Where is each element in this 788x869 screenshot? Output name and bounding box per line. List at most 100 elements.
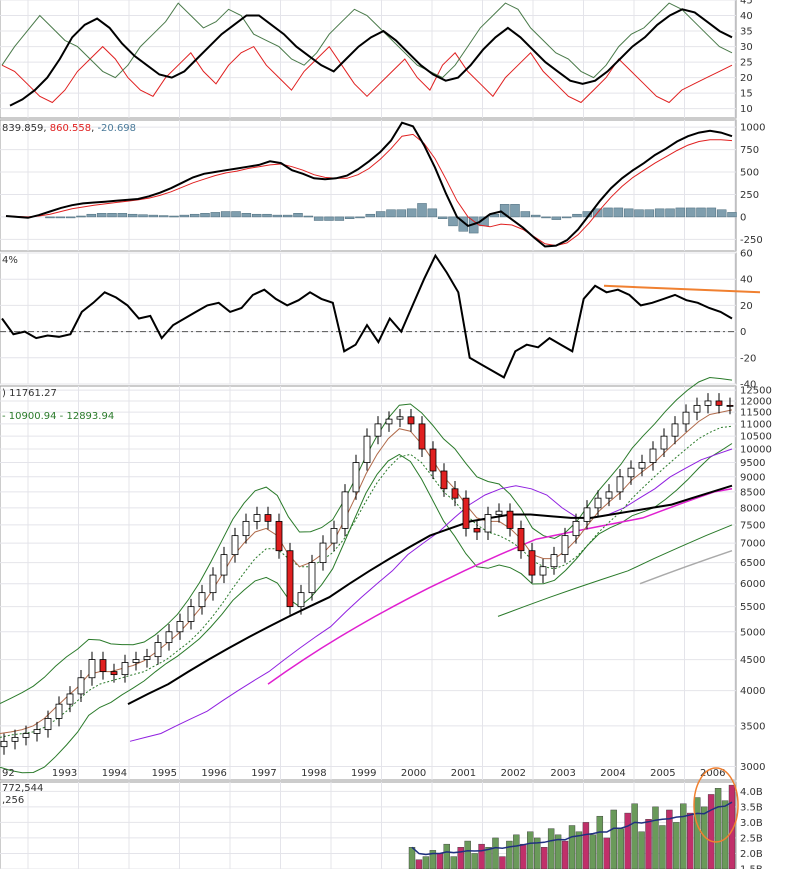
candle-down bbox=[473, 528, 481, 533]
panel-frames bbox=[0, 0, 737, 869]
y-tick-label: 5500 bbox=[740, 602, 765, 613]
ma-purple-line bbox=[129, 448, 733, 742]
candle-down bbox=[528, 550, 536, 576]
trend-gray-line bbox=[639, 549, 733, 585]
y-tick-label: 10 bbox=[740, 104, 753, 115]
y-tick-label: 10500 bbox=[740, 432, 772, 443]
volume-bar bbox=[617, 828, 624, 869]
macd-histogram-bar bbox=[355, 216, 365, 219]
candle-down bbox=[451, 488, 459, 499]
volume-bar bbox=[707, 794, 715, 869]
candle-up bbox=[539, 566, 547, 576]
candle-up bbox=[484, 514, 492, 533]
bollinger-lower-band bbox=[0, 443, 733, 774]
panel-frame bbox=[0, 119, 737, 252]
x-axis-label: 2004 bbox=[600, 768, 625, 779]
candle-up bbox=[176, 621, 184, 633]
candle-up bbox=[341, 491, 349, 529]
y-tick-label: 20 bbox=[740, 301, 753, 312]
volume-bar bbox=[471, 853, 478, 869]
candle-up bbox=[352, 462, 360, 493]
macd-histogram-bar bbox=[365, 213, 376, 218]
macd-histogram-bar bbox=[189, 213, 200, 218]
candle-up bbox=[22, 733, 30, 738]
y-tick-label: -40 bbox=[740, 380, 756, 391]
volume-header: 772,544 bbox=[2, 783, 43, 794]
macd-histogram-bar bbox=[117, 213, 128, 218]
candle-up bbox=[154, 642, 162, 658]
volume-bar bbox=[457, 847, 464, 869]
macd-histogram-bar bbox=[303, 215, 314, 218]
candle-up bbox=[363, 435, 371, 463]
macd-histogram-bar bbox=[551, 216, 562, 220]
macd-histogram-bar bbox=[386, 209, 396, 218]
macd-histogram-bar bbox=[572, 213, 582, 218]
bollinger-header: - 10900.94 - 12893.94 bbox=[2, 411, 114, 422]
y-tick-label: 11000 bbox=[740, 419, 772, 430]
macd-histogram-bar bbox=[499, 204, 510, 218]
y-tick-label: 20 bbox=[740, 73, 753, 84]
candle-up bbox=[572, 520, 580, 537]
volume-bar bbox=[561, 840, 569, 869]
y-tick-label: 250 bbox=[740, 190, 759, 201]
macd-histogram-bar bbox=[272, 214, 283, 218]
axes: 10 15 20 25 30 35 40 45 1000 750 500 250 0 -250 60 40 20… bbox=[2, 0, 772, 869]
ma-magenta-line bbox=[267, 488, 733, 685]
x-axis-label: 2006 bbox=[700, 768, 725, 779]
candle-up bbox=[627, 467, 635, 478]
y-tick-label: 6500 bbox=[740, 558, 765, 569]
volume-bar bbox=[443, 843, 450, 869]
candle-down bbox=[110, 671, 118, 676]
volume-bar bbox=[415, 859, 423, 869]
macd-signal-line bbox=[5, 133, 733, 247]
macd-line bbox=[5, 121, 733, 248]
macd-histogram-bar bbox=[324, 216, 334, 221]
x-axis-label: 1993 bbox=[52, 768, 77, 779]
macd-histogram-bar bbox=[613, 207, 624, 218]
volume-bar bbox=[714, 788, 722, 869]
macd-histogram-bar bbox=[427, 208, 438, 218]
volume-bar bbox=[610, 809, 617, 869]
volume-bar bbox=[575, 831, 583, 869]
candle-up bbox=[209, 574, 217, 594]
y-tick-label: 60 bbox=[740, 249, 753, 260]
y-tick-label: 4.0B bbox=[740, 787, 763, 798]
volume-bar bbox=[652, 806, 659, 869]
candle-down bbox=[506, 510, 514, 529]
candle-up bbox=[583, 507, 591, 522]
volume-bar bbox=[568, 825, 576, 869]
macd-histogram-bar bbox=[634, 209, 644, 218]
macd-histogram-bar bbox=[665, 208, 675, 218]
macd-histogram-bar bbox=[169, 215, 179, 218]
y-tick-label: 750 bbox=[740, 145, 759, 156]
y-tick-label: 12500 bbox=[740, 386, 772, 397]
macd-histogram-bar bbox=[541, 216, 551, 219]
volume-average-line bbox=[411, 801, 733, 856]
macd-histogram-bar bbox=[334, 216, 345, 221]
macd-histogram-bar bbox=[241, 213, 252, 218]
macd-histogram-bar bbox=[603, 207, 613, 218]
macd-histogram-bar bbox=[685, 207, 696, 218]
macd-histogram-bar bbox=[231, 211, 241, 218]
volume-bar bbox=[485, 847, 492, 869]
candle-up bbox=[121, 662, 129, 676]
candle-up bbox=[385, 418, 393, 425]
candle-up bbox=[33, 729, 41, 734]
x-axis-label: 1995 bbox=[152, 768, 177, 779]
y-tick-label: 0 bbox=[740, 212, 746, 223]
macd-histogram-bar bbox=[55, 216, 66, 219]
x-axis-label: 2005 bbox=[650, 768, 675, 779]
volume-bar bbox=[534, 837, 541, 869]
candle-down bbox=[440, 470, 448, 490]
candle-up bbox=[605, 491, 613, 499]
candle-up bbox=[242, 520, 250, 537]
y-tick-label: 9500 bbox=[740, 458, 765, 469]
y-tick-label: 2.0B bbox=[740, 849, 763, 860]
candle-up bbox=[66, 693, 74, 705]
macd-histogram-bar bbox=[313, 216, 324, 221]
price-header: ) 11761.27 bbox=[2, 388, 57, 399]
roc-line bbox=[1, 253, 733, 379]
macd-histogram-bar bbox=[727, 212, 737, 218]
y-tick-label: 6000 bbox=[740, 579, 765, 590]
x-axis-label: 1996 bbox=[201, 768, 226, 779]
